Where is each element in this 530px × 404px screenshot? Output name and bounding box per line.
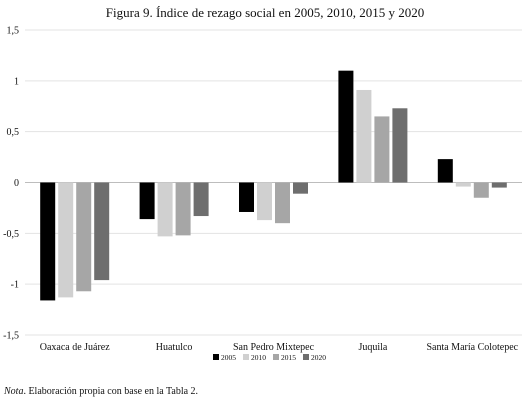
note-label: Nota: [4, 386, 24, 397]
bar-2020-1: [94, 182, 110, 281]
x-category-label: Juquila: [358, 342, 387, 353]
y-tick-label: -1,5: [3, 331, 19, 342]
x-category-label: San Pedro Mixtepec: [233, 342, 315, 353]
legend-swatch-2010: [243, 354, 249, 360]
y-tick-label: 1: [14, 76, 19, 87]
bar-2015-3: [275, 182, 290, 224]
legend-swatch-2020: [303, 354, 309, 360]
y-tick-label: 0,5: [7, 127, 20, 138]
x-axis: Oaxaca de Juárez Huatulco San Pedro Mixtep…: [40, 342, 519, 353]
bar-2010-4: [356, 89, 372, 183]
bar-2005-1: [40, 182, 56, 301]
bar-2015-4: [374, 116, 390, 183]
chart-title: Figura 9. Índice de rezago social en 200…: [105, 5, 425, 20]
bar-2020-4: [392, 108, 408, 183]
bar-2010-2: [157, 182, 173, 237]
legend-label-2010: 2010: [251, 353, 266, 362]
y-tick-label: -0,5: [3, 229, 19, 240]
y-axis: 1,5 1 0,5 0 -0,5 -1 -1,5: [3, 26, 19, 342]
legend-label-2015: 2015: [281, 353, 296, 362]
legend-swatch-2015: [273, 354, 279, 360]
bar-2015-2: [175, 182, 191, 236]
bar-2020-5: [491, 182, 507, 188]
bar-2015-1: [76, 182, 92, 292]
x-category-label: Huatulco: [156, 342, 193, 353]
chart-note: Nota. Elaboración propia con base en la …: [4, 386, 198, 397]
bar-2015-5: [473, 182, 489, 198]
bars: [40, 70, 507, 301]
bar-2005-5: [437, 159, 453, 183]
bar-2010-3: [257, 182, 272, 221]
x-category-label: Santa María Colotepec: [426, 342, 518, 353]
bar-2005-2: [139, 182, 155, 220]
y-tick-label: -1: [11, 280, 19, 291]
bar-2020-3: [293, 182, 308, 194]
note-text: . Elaboración propia con base en la Tabl…: [23, 386, 199, 397]
x-category-label: Oaxaca de Juárez: [40, 342, 111, 353]
bar-2005-3: [239, 182, 254, 212]
bar-2010-5: [455, 182, 471, 187]
bar-2010-1: [58, 182, 74, 298]
bar-2005-4: [338, 70, 354, 183]
legend: 2005 2010 2015 2020: [213, 353, 326, 362]
legend-swatch-2005: [213, 354, 219, 360]
bar-2020-2: [193, 182, 209, 217]
y-tick-label: 0: [14, 178, 19, 189]
y-tick-label: 1,5: [7, 26, 20, 37]
legend-label-2005: 2005: [221, 353, 236, 362]
legend-label-2020: 2020: [311, 353, 326, 362]
